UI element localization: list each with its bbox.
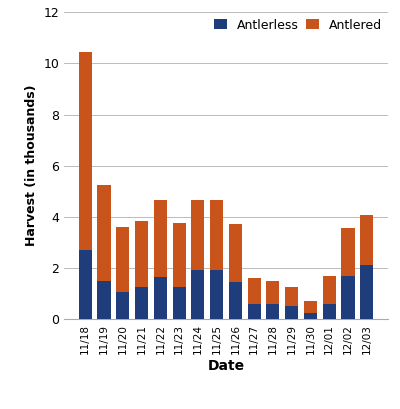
Bar xyxy=(210,270,223,319)
Bar xyxy=(79,250,92,319)
Bar xyxy=(172,223,186,287)
Bar xyxy=(341,276,354,319)
Bar xyxy=(98,185,111,281)
Bar xyxy=(191,270,204,319)
Bar xyxy=(285,306,298,319)
Bar xyxy=(304,312,317,319)
Bar xyxy=(323,276,336,303)
Bar xyxy=(172,287,186,319)
Bar xyxy=(135,220,148,287)
X-axis label: Date: Date xyxy=(208,360,244,373)
Bar xyxy=(304,301,317,312)
Bar xyxy=(154,277,167,319)
Bar xyxy=(360,216,373,265)
Bar xyxy=(229,282,242,319)
Bar xyxy=(229,225,242,282)
Bar xyxy=(154,200,167,277)
Bar xyxy=(210,200,223,270)
Bar xyxy=(116,292,129,319)
Legend: Antlerless, Antlered: Antlerless, Antlered xyxy=(214,18,382,31)
Bar xyxy=(116,227,129,292)
Bar xyxy=(248,303,261,319)
Bar xyxy=(285,287,298,306)
Bar xyxy=(266,281,280,303)
Y-axis label: Harvest (in thousands): Harvest (in thousands) xyxy=(25,85,38,246)
Bar xyxy=(135,287,148,319)
Bar xyxy=(341,228,354,276)
Bar xyxy=(323,303,336,319)
Bar xyxy=(79,52,92,250)
Bar xyxy=(266,303,280,319)
Bar xyxy=(98,281,111,319)
Bar xyxy=(360,265,373,319)
Bar xyxy=(191,200,204,270)
Bar xyxy=(248,278,261,303)
